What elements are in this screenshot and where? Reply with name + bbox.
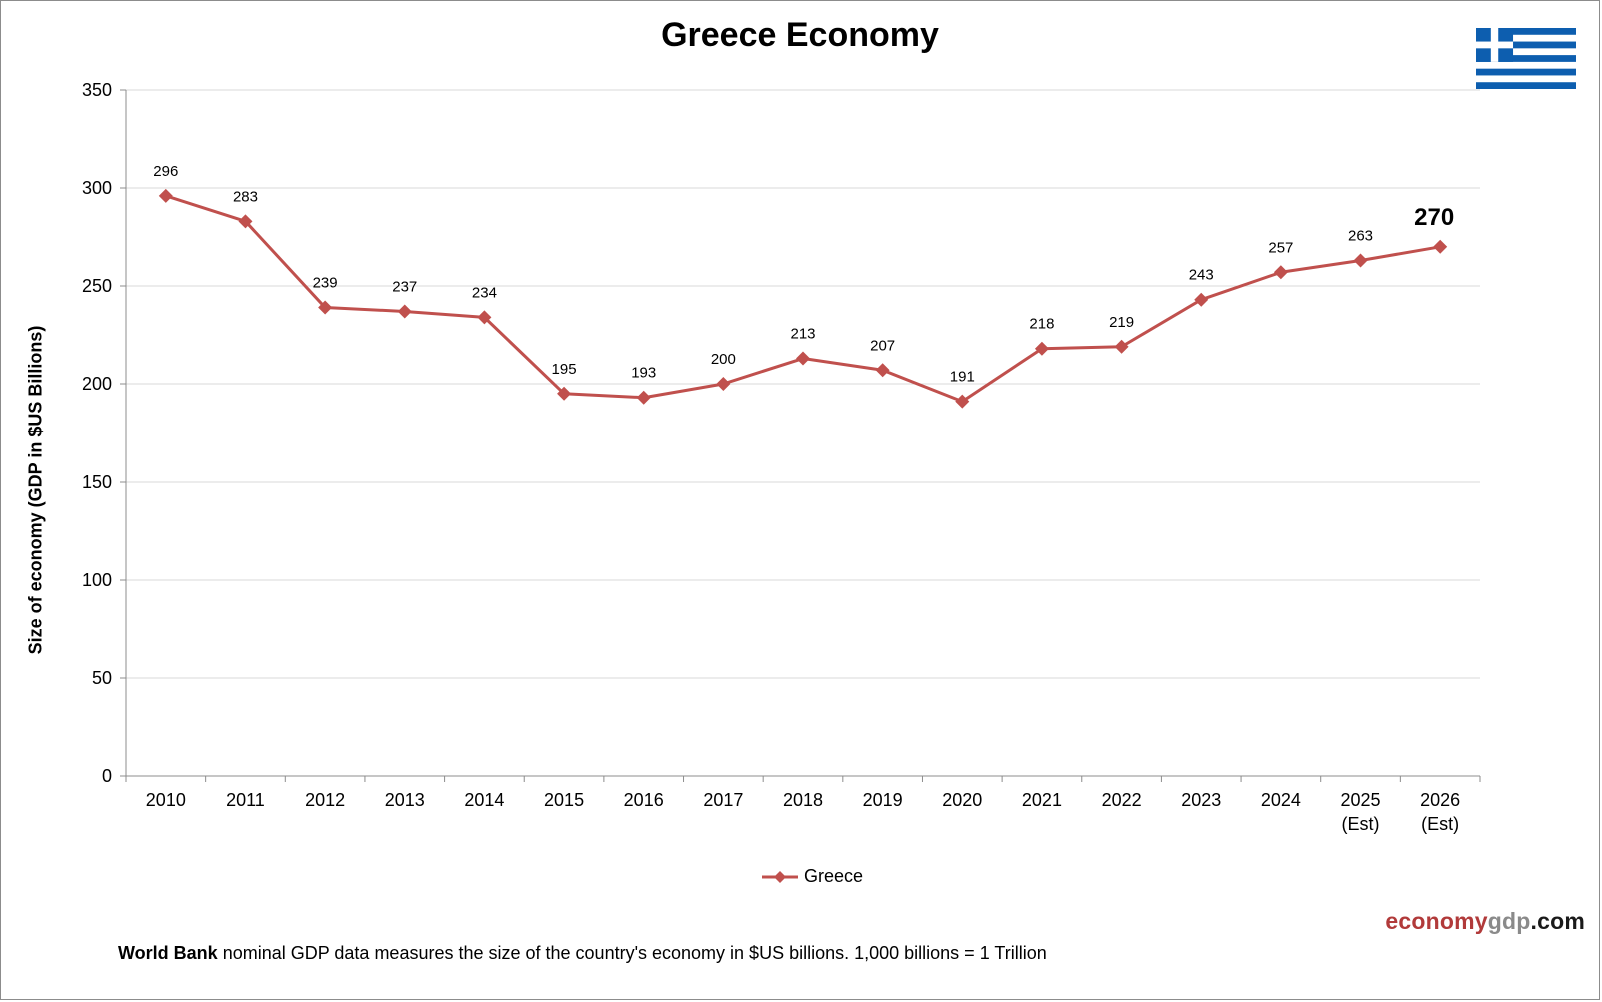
x-tick-label: 2011 (226, 790, 265, 810)
y-tick-label: 350 (82, 80, 112, 100)
data-label: 219 (1109, 314, 1134, 331)
data-point (477, 310, 492, 325)
data-point (1353, 253, 1368, 268)
y-tick-label: 300 (82, 178, 112, 198)
data-point (716, 377, 731, 391)
legend-label: Greece (804, 866, 864, 886)
x-tick-label: 2012 (305, 790, 345, 810)
x-tick-label: 2018 (783, 790, 823, 810)
footnote-source: World Bank (118, 943, 218, 963)
x-tick-label: 2022 (1102, 790, 1142, 810)
data-point (1433, 239, 1448, 254)
data-point (955, 394, 970, 409)
data-label: 263 (1348, 228, 1373, 245)
data-label: 193 (631, 365, 656, 382)
data-point (1034, 341, 1049, 356)
data-label: 195 (552, 361, 577, 378)
x-tick-label: 2024 (1261, 790, 1301, 810)
brand-part-2: gdp (1487, 908, 1531, 934)
data-point (636, 390, 651, 405)
x-tick-label: 2015 (544, 790, 584, 810)
data-point (158, 188, 173, 203)
y-tick-label: 150 (82, 472, 112, 492)
x-tick-label: 2017 (703, 790, 743, 810)
data-label: 243 (1189, 267, 1214, 284)
data-label: 234 (472, 284, 497, 301)
x-tick-label: (Est) (1421, 814, 1459, 834)
data-point (1114, 339, 1129, 354)
data-label: 200 (711, 351, 736, 368)
brand-part-1: economy (1385, 908, 1488, 934)
data-point (238, 214, 253, 229)
data-point (397, 304, 412, 319)
data-label: 191 (950, 369, 975, 386)
greece-flag-icon (1476, 28, 1576, 89)
data-label: 237 (392, 278, 417, 295)
chart-title: Greece Economy (661, 16, 939, 54)
data-label: 207 (870, 337, 895, 354)
legend: Greece (760, 866, 863, 887)
x-tick-label: (Est) (1342, 814, 1380, 834)
x-tick-label: 2025 (1341, 790, 1381, 810)
data-label: 283 (233, 188, 258, 205)
x-tick-label: 2019 (863, 790, 903, 810)
y-tick-label: 0 (102, 766, 112, 786)
data-point (318, 300, 333, 315)
data-label: 296 (153, 163, 178, 180)
data-point (1194, 292, 1209, 307)
x-tick-label: 2010 (146, 790, 186, 810)
data-label: 239 (313, 275, 338, 292)
x-tick-label: 2023 (1181, 790, 1221, 810)
data-label: 218 (1029, 316, 1054, 333)
series-line-greece (165, 194, 1441, 404)
data-point (875, 363, 890, 378)
y-tick-label: 100 (82, 570, 112, 590)
x-tick-label: 2016 (624, 790, 664, 810)
data-point (557, 386, 572, 401)
x-tick-label: 2021 (1022, 790, 1062, 810)
footnote: World Bank nominal GDP data measures the… (118, 943, 1047, 964)
x-tick-label: 2026 (1420, 790, 1460, 810)
x-tick-label: 2020 (942, 790, 982, 810)
data-label: 270 (1414, 204, 1454, 231)
x-tick-label: 2013 (385, 790, 425, 810)
y-tick-label: 250 (82, 276, 112, 296)
data-label: 213 (790, 326, 815, 343)
footnote-text: nominal GDP data measures the size of th… (217, 943, 1047, 963)
legend-marker (762, 870, 798, 883)
y-tick-label: 200 (82, 374, 112, 394)
data-point (1273, 265, 1288, 280)
x-tick-label: 2014 (464, 790, 504, 810)
site-brand[interactable]: economygdp.com (1385, 908, 1585, 935)
brand-part-3: .com (1530, 908, 1585, 934)
y-tick-label: 50 (92, 668, 112, 688)
data-point (796, 351, 810, 366)
data-label: 257 (1268, 239, 1293, 256)
